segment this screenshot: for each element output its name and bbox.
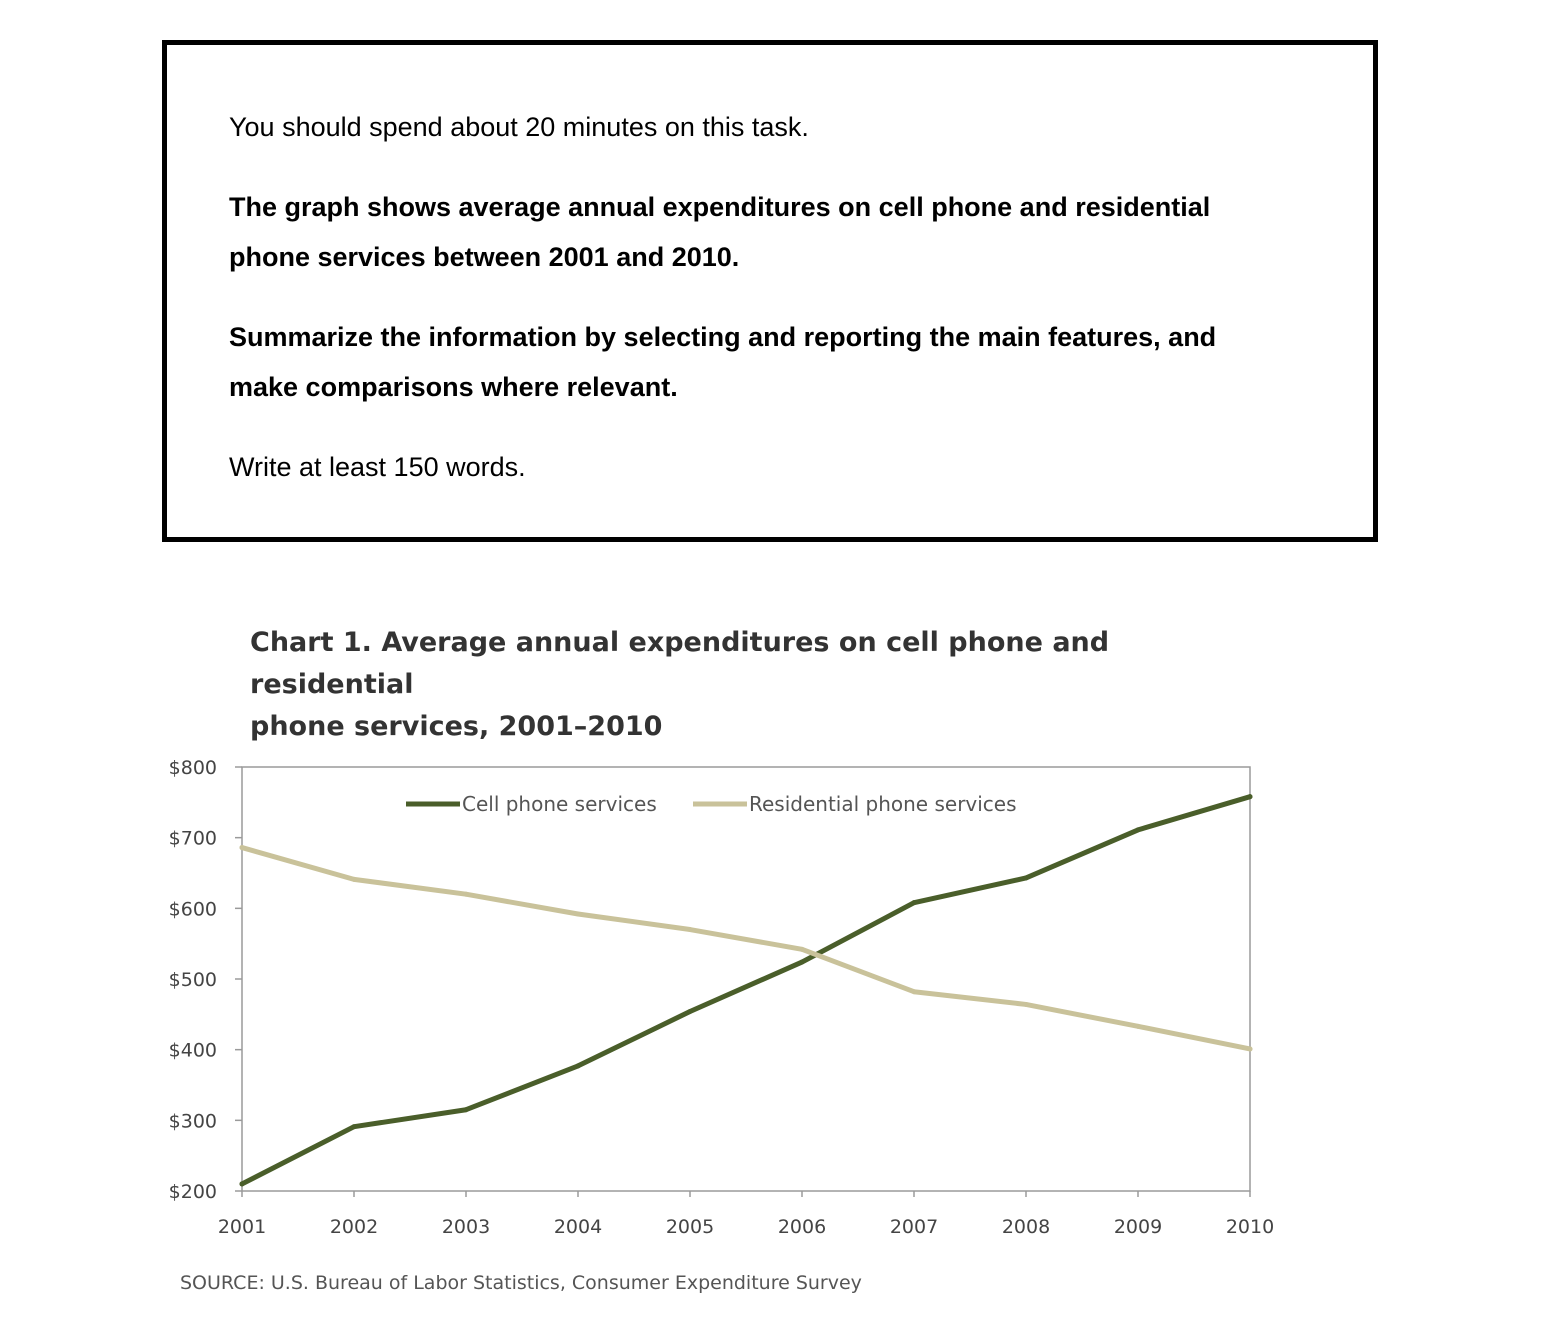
- time-instruction: You should spend about 20 minutes on thi…: [229, 112, 809, 142]
- chart-title-line-1: Chart 1. Average annual expenditures on …: [250, 627, 1110, 700]
- word-count-instruction: Write at least 150 words.: [229, 452, 526, 482]
- task-instruction-line-1: Summarize the information by selecting a…: [229, 322, 1217, 352]
- data-point-residential-phone-services: [575, 911, 581, 917]
- y-tick-label: $600: [169, 898, 217, 920]
- series-line-cell-phone-services: [239, 794, 1253, 1187]
- task-instruction-line-2: make comparisons where relevant.: [229, 372, 678, 402]
- x-tick-label: 2008: [1002, 1216, 1050, 1238]
- chart-title: Chart 1. Average annual expenditures on …: [250, 622, 1250, 748]
- series-line-residential-phone-services: [239, 845, 1253, 1052]
- data-point-residential-phone-services: [1023, 1001, 1029, 1007]
- x-tick-label: 2006: [778, 1216, 826, 1238]
- data-point-cell-phone-services: [1247, 794, 1253, 800]
- chart-title-line-2: phone services, 2001–2010: [250, 711, 663, 742]
- chart-source-note: SOURCE: U.S. Bureau of Labor Statistics,…: [180, 1272, 862, 1294]
- data-point-cell-phone-services: [239, 1181, 245, 1187]
- task-instructions-box: You should spend about 20 minutes on thi…: [162, 40, 1378, 542]
- data-point-residential-phone-services: [911, 989, 917, 995]
- y-tick-label: $200: [169, 1181, 217, 1203]
- data-point-residential-phone-services: [351, 876, 357, 882]
- data-point-residential-phone-services: [463, 891, 469, 897]
- data-point-cell-phone-services: [575, 1063, 581, 1069]
- x-tick-label: 2003: [442, 1216, 490, 1238]
- x-tick-label: 2005: [666, 1216, 714, 1238]
- y-tick-label: $800: [169, 757, 217, 779]
- legend-label: Residential phone services: [749, 792, 1017, 816]
- legend-label: Cell phone services: [462, 792, 657, 816]
- data-point-residential-phone-services: [239, 845, 245, 851]
- data-point-residential-phone-services: [799, 946, 805, 952]
- x-tick-label: 2009: [1114, 1216, 1162, 1238]
- y-tick-label: $300: [169, 1110, 217, 1132]
- data-point-residential-phone-services: [1135, 1023, 1141, 1029]
- x-tick-label: 2004: [554, 1216, 602, 1238]
- x-tick-label: 2001: [218, 1216, 266, 1238]
- data-point-cell-phone-services: [687, 1009, 693, 1015]
- data-point-residential-phone-services: [687, 927, 693, 933]
- line-chart: $800 $700 $600 $500 $400 $300 $200 2001 2002 200…: [169, 757, 1275, 1238]
- data-point-cell-phone-services: [1135, 827, 1141, 833]
- data-point-cell-phone-services: [911, 900, 917, 906]
- x-tick-label: 2002: [330, 1216, 378, 1238]
- data-point-residential-phone-services: [1247, 1046, 1253, 1052]
- x-tick-label: 2010: [1226, 1216, 1274, 1238]
- task-description-line-1: The graph shows average annual expenditu…: [229, 192, 1211, 222]
- task-description-line-2: phone services between 2001 and 2010.: [229, 242, 740, 272]
- x-tick-label: 2007: [890, 1216, 938, 1238]
- data-point-cell-phone-services: [1023, 875, 1029, 881]
- y-tick-label: $500: [169, 969, 217, 991]
- data-point-cell-phone-services: [463, 1107, 469, 1113]
- y-tick-label: $700: [169, 828, 217, 850]
- y-tick-label: $400: [169, 1040, 217, 1062]
- data-point-cell-phone-services: [799, 959, 805, 965]
- plot-area-frame: [241, 766, 1251, 1192]
- data-point-cell-phone-services: [351, 1124, 357, 1130]
